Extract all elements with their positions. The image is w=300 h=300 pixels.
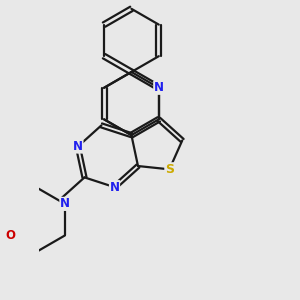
Text: N: N (73, 140, 83, 153)
Text: O: O (5, 229, 15, 242)
Text: N: N (154, 81, 164, 94)
Text: N: N (60, 197, 70, 210)
Text: N: N (110, 181, 119, 194)
Text: S: S (165, 163, 174, 176)
